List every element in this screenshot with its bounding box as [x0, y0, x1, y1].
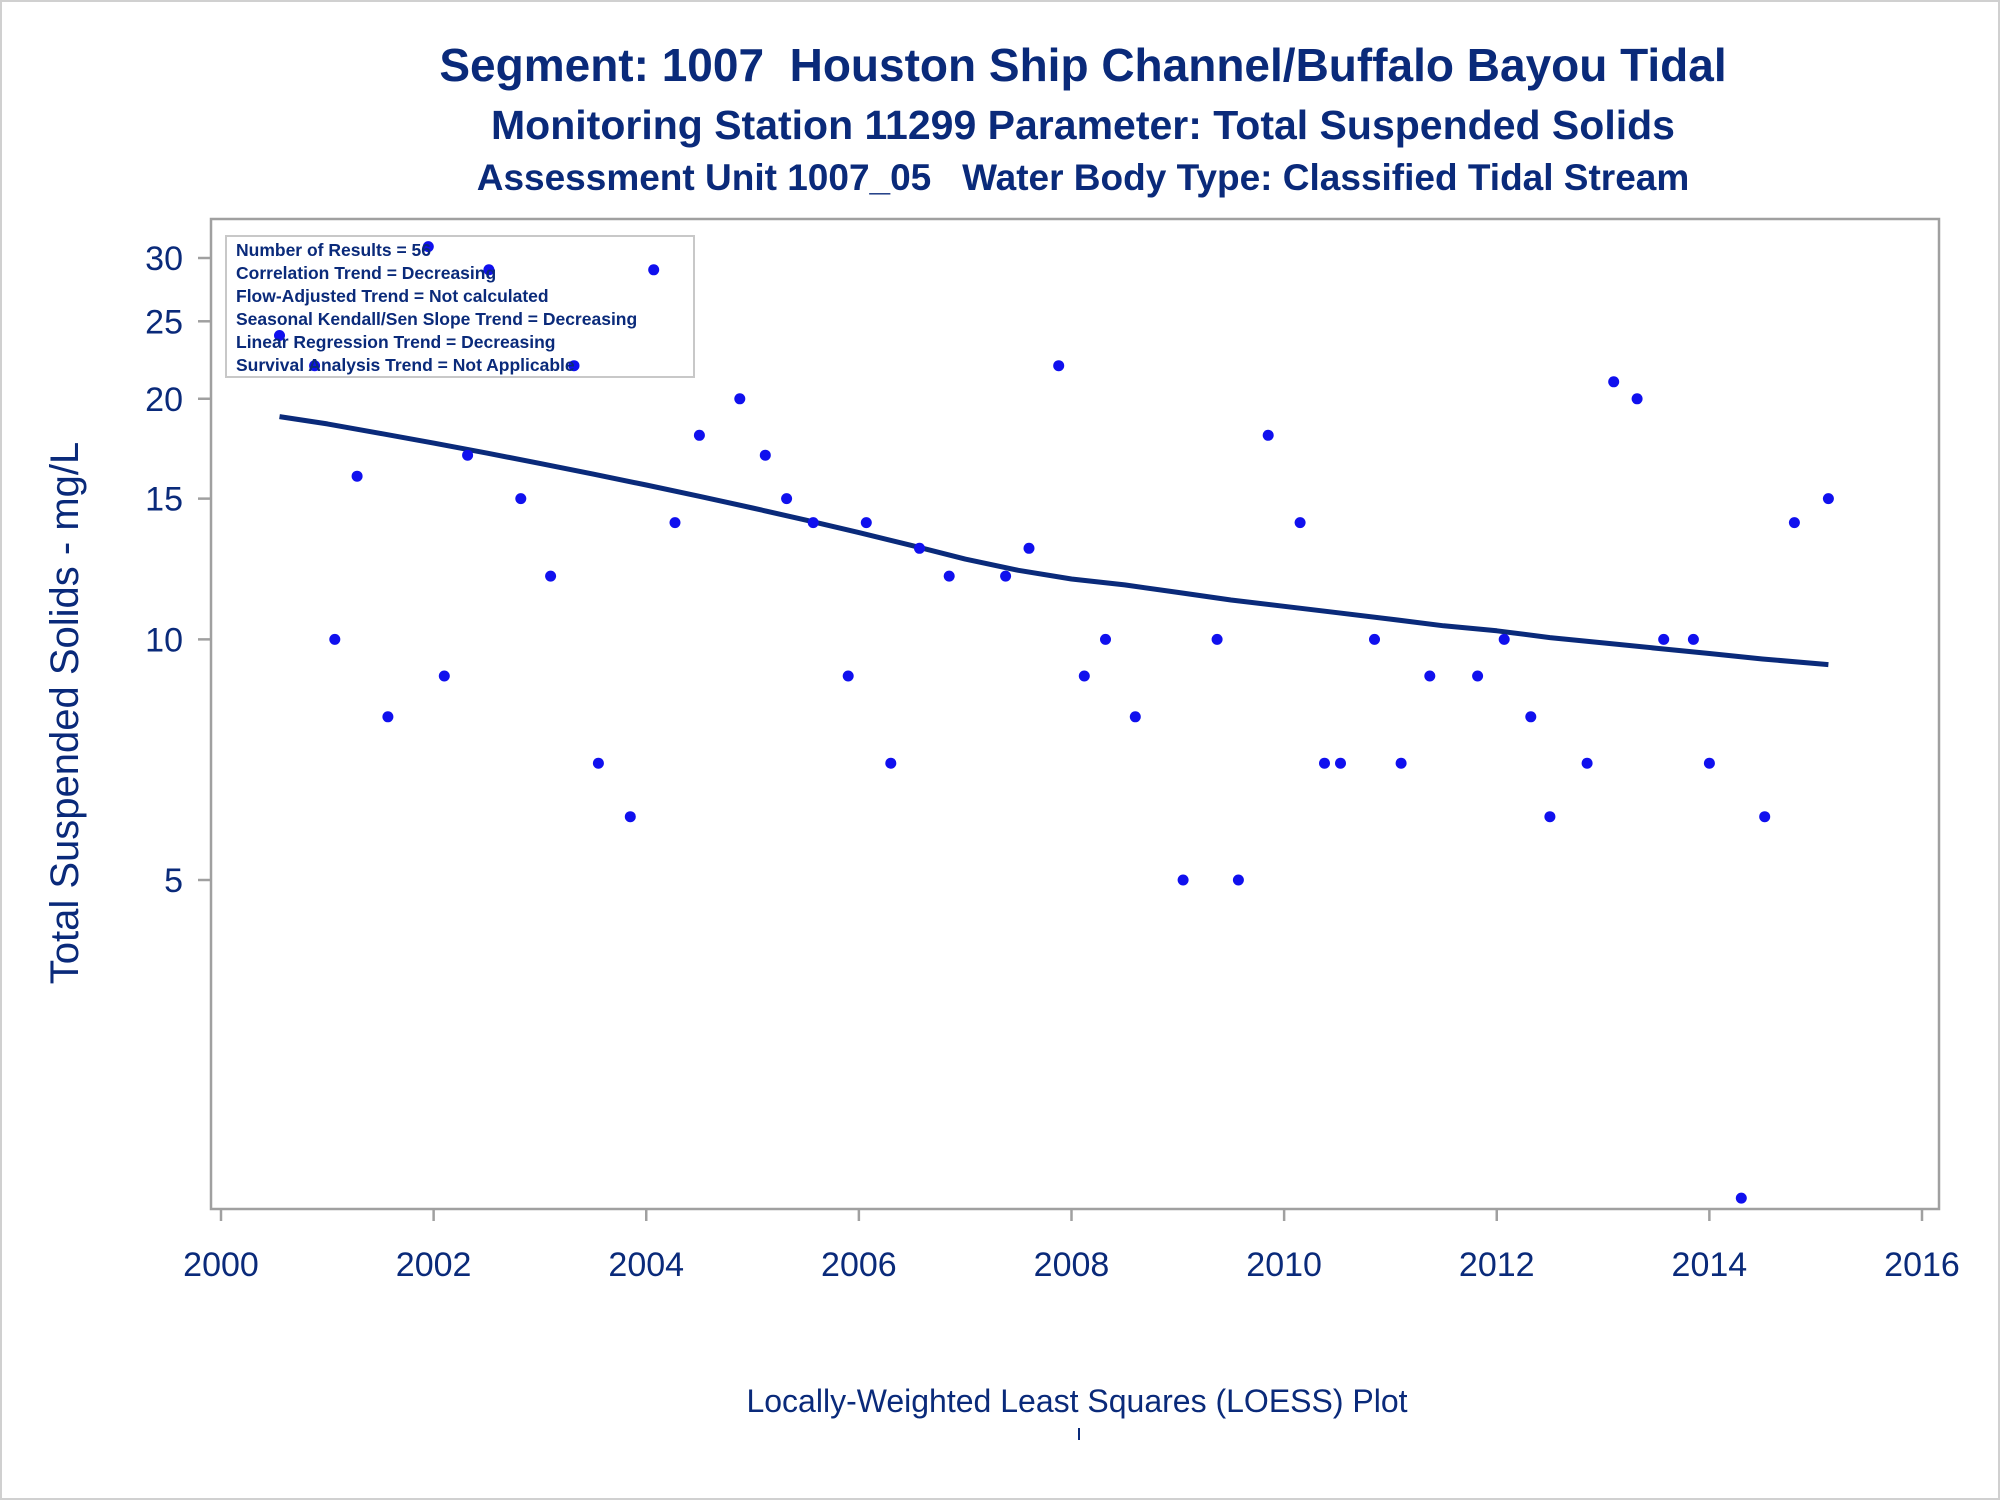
- data-point: [669, 517, 681, 529]
- data-point: [1608, 376, 1620, 388]
- x-tick-label: 2012: [1459, 1246, 1535, 1284]
- x-tick-label: 2002: [396, 1246, 472, 1284]
- footnote-tick-mark: [1078, 1428, 1080, 1440]
- stat-correlation-trend: Correlation Trend = Decreasing: [236, 263, 496, 283]
- data-point: [1335, 757, 1346, 769]
- y-tick-label: 25: [145, 303, 183, 341]
- loess-trend-line: [279, 414, 1829, 668]
- x-tick-label: 2008: [1034, 1246, 1110, 1284]
- chart-title-station: Monitoring Station 11299 Parameter: Tota…: [491, 102, 1675, 148]
- data-point: [842, 670, 854, 682]
- data-point: [1053, 360, 1065, 372]
- data-point: [1177, 874, 1189, 886]
- stats-legend-box: Number of Results = 56 Correlation Trend…: [225, 235, 695, 378]
- data-point: [648, 264, 660, 276]
- data-point: [693, 429, 705, 441]
- data-point: [515, 493, 527, 505]
- data-point: [462, 449, 474, 461]
- data-point: [1129, 711, 1141, 723]
- data-point: [483, 264, 495, 276]
- data-point: [1100, 633, 1111, 645]
- y-tick-label: 5: [164, 862, 183, 900]
- data-point: [1211, 633, 1223, 645]
- data-point: [1078, 670, 1090, 682]
- data-point: [1631, 393, 1643, 405]
- data-point: [1262, 429, 1274, 441]
- data-point: [329, 633, 341, 645]
- data-point: [309, 360, 321, 372]
- data-point: [1544, 811, 1556, 823]
- plot-area-frame: [209, 217, 1941, 1211]
- x-tick-label: 2010: [1246, 1246, 1322, 1284]
- data-point: [807, 517, 819, 529]
- x-tick-label: 2006: [821, 1246, 897, 1284]
- data-point: [1232, 874, 1244, 886]
- data-point: [1395, 757, 1407, 769]
- data-point: [1023, 542, 1035, 554]
- data-point: [885, 757, 897, 769]
- y-axis: 5 10 15 20 25 30: [145, 240, 211, 900]
- chart-title-assessment: Assessment Unit 1007_05 Water Body Type:…: [476, 157, 1690, 198]
- data-point: [274, 330, 285, 341]
- data-point: [438, 670, 450, 682]
- stat-seasonal-kendall-trend: Seasonal Kendall/Sen Slope Trend = Decre…: [236, 309, 637, 329]
- data-point: [1319, 757, 1330, 769]
- data-point: [1424, 670, 1436, 682]
- data-point: [1369, 633, 1380, 645]
- data-point: [759, 449, 771, 461]
- data-point: [1525, 711, 1537, 723]
- data-point: [1000, 570, 1012, 582]
- y-tick-label: 20: [145, 381, 183, 419]
- data-point: [1581, 757, 1593, 769]
- x-tick-label: 2000: [183, 1246, 259, 1284]
- stat-flow-adjusted-trend: Flow-Adjusted Trend = Not calculated: [236, 286, 549, 306]
- data-point: [592, 757, 604, 769]
- data-point: [1788, 517, 1800, 529]
- data-point: [1498, 633, 1510, 645]
- data-point: [1294, 517, 1306, 529]
- data-point: [1759, 811, 1771, 823]
- x-tick-label: 2016: [1884, 1246, 1960, 1284]
- x-tick-label: 2004: [608, 1246, 684, 1284]
- x-axis: 2000 2002 2004 2006 2008 2010 2012 2014 2016: [183, 1209, 1960, 1284]
- data-point: [545, 570, 557, 582]
- data-point: [1472, 670, 1484, 682]
- data-point: [1735, 1192, 1747, 1204]
- data-point: [1703, 757, 1715, 769]
- data-point: [734, 393, 746, 405]
- data-point: [568, 360, 580, 372]
- y-axis-label: Total Suspended Solids - mg/L: [43, 442, 87, 985]
- data-point: [860, 517, 872, 529]
- y-tick-label: 10: [145, 621, 183, 659]
- data-point: [914, 542, 925, 554]
- x-tick-label: 2014: [1672, 1246, 1748, 1284]
- data-point: [1658, 633, 1670, 645]
- data-point: [781, 493, 793, 505]
- stat-number-of-results: Number of Results = 56: [236, 240, 431, 260]
- chart-footnote: Locally-Weighted Least Squares (LOESS) P…: [746, 1383, 1408, 1419]
- y-tick-label: 15: [145, 481, 183, 519]
- data-points: [274, 241, 1834, 1204]
- stat-survival-analysis-trend: Survival Analysis Trend = Not Applicable: [236, 355, 575, 375]
- data-point: [382, 711, 394, 723]
- stat-linear-regression-trend: Linear Regression Trend = Decreasing: [236, 332, 556, 352]
- data-point: [422, 241, 434, 253]
- chart-title-segment: Segment: 1007 Houston Ship Channel/Buffa…: [439, 39, 1727, 91]
- y-tick-label: 30: [145, 240, 183, 278]
- data-point: [943, 570, 955, 582]
- data-point: [624, 811, 636, 823]
- data-point: [1687, 633, 1699, 645]
- data-point: [351, 470, 363, 482]
- data-point: [1822, 493, 1834, 505]
- stats-box-border: [225, 235, 695, 378]
